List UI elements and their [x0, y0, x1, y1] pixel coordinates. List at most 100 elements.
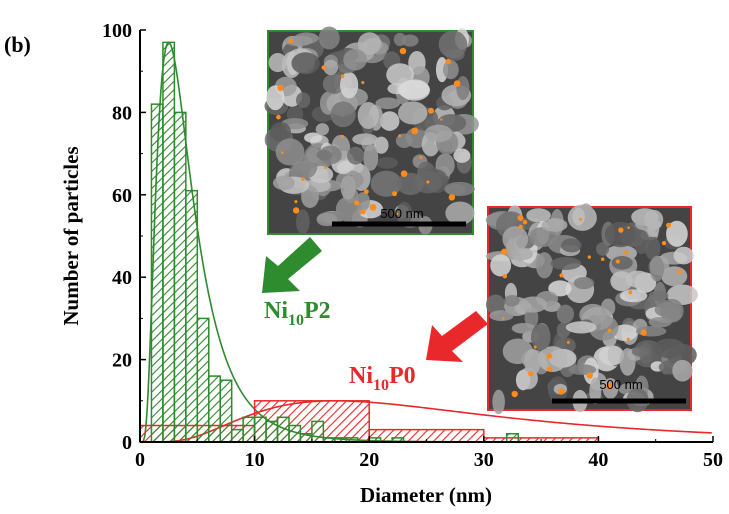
grain — [511, 247, 534, 261]
ni-particle — [340, 74, 345, 79]
grain — [548, 280, 572, 297]
grain — [291, 52, 320, 75]
ni-particle — [502, 273, 508, 279]
red-arrow-icon — [426, 311, 488, 362]
ni-particle — [522, 220, 528, 225]
ni-particle — [276, 114, 281, 120]
grain — [396, 172, 424, 196]
histogram-bar — [173, 111, 187, 443]
histogram-bar — [505, 433, 519, 443]
x-tick-label: 20 — [359, 449, 379, 471]
grain — [316, 149, 332, 161]
grain — [492, 389, 505, 415]
ni-particle — [501, 317, 505, 320]
grain — [374, 136, 389, 154]
y-tick-label: 40 — [112, 267, 132, 289]
grain — [672, 359, 693, 382]
ni-particle — [277, 84, 284, 92]
grain — [275, 138, 305, 166]
grain — [595, 242, 610, 256]
grain — [363, 144, 379, 171]
grain — [489, 310, 514, 322]
ni-particle — [640, 329, 647, 336]
grain — [397, 101, 428, 125]
grain — [529, 226, 557, 248]
grain — [272, 175, 295, 191]
grain — [612, 324, 638, 341]
grain — [565, 321, 597, 334]
ni-particle — [559, 273, 564, 278]
grain — [648, 316, 672, 328]
grain — [649, 255, 665, 282]
ni-particle — [546, 366, 553, 372]
grain — [304, 132, 323, 143]
ni-particle — [518, 224, 523, 229]
histogram-bar — [311, 420, 325, 443]
histogram-bar — [299, 433, 313, 443]
grain — [619, 289, 648, 303]
grain — [284, 35, 313, 47]
ni-particle — [301, 177, 305, 181]
grain — [572, 207, 585, 226]
grain — [295, 209, 310, 235]
ni-particle — [392, 191, 398, 197]
grain — [561, 238, 582, 253]
ni-particle — [360, 209, 366, 215]
ni-particle — [399, 47, 407, 55]
x-tick-label: 40 — [588, 449, 608, 471]
ni-particle — [292, 207, 300, 214]
ni-particle — [579, 217, 582, 221]
grain — [343, 48, 367, 71]
grain-texture — [485, 203, 698, 415]
grain — [485, 294, 506, 315]
grain — [648, 290, 669, 301]
grain — [604, 221, 637, 248]
grain — [541, 218, 568, 232]
grain — [530, 323, 551, 351]
grain — [393, 32, 407, 47]
grain — [375, 97, 401, 110]
grain — [589, 377, 602, 405]
ni-particle — [445, 58, 452, 65]
grain — [524, 348, 541, 375]
grain — [502, 226, 529, 252]
ni-particle — [558, 388, 565, 395]
grain — [445, 201, 475, 225]
ni-particle — [665, 222, 672, 228]
ni-particle — [288, 38, 294, 44]
grain — [306, 147, 322, 164]
scale-bar-label: 500 nm — [599, 377, 642, 392]
histogram-bar — [276, 416, 290, 443]
y-tick-label: 60 — [112, 185, 132, 207]
grain — [396, 201, 413, 226]
histogram-bar — [242, 416, 256, 443]
ni-particle — [546, 353, 553, 359]
x-tick-label: 10 — [245, 449, 265, 471]
ni-particle — [586, 372, 593, 379]
grain — [666, 220, 688, 247]
grain — [504, 295, 520, 307]
grain — [340, 175, 356, 200]
grain — [340, 71, 359, 99]
grain — [318, 26, 340, 50]
ni-particle — [280, 151, 284, 155]
ni-particle — [363, 189, 369, 195]
ni-particle — [615, 259, 620, 264]
grain — [511, 322, 536, 334]
y-ticks: 0 20 40 60 80 100 — [102, 20, 146, 454]
grain — [270, 121, 291, 142]
fit-curve — [142, 400, 712, 442]
y-tick-label: 20 — [112, 350, 132, 372]
x-tick-label: 30 — [474, 449, 494, 471]
grain — [376, 157, 398, 169]
scale-bar-label: 500 nm — [380, 206, 423, 221]
grain — [357, 32, 382, 55]
ni-particle — [428, 107, 434, 114]
x-tick-label: 0 — [135, 449, 145, 471]
grain — [370, 170, 402, 197]
grain — [573, 276, 595, 290]
series-label-ni10p0: Ni10P0 — [349, 363, 416, 394]
y-tick-label: 100 — [102, 20, 132, 42]
series-label-ni10p2: Ni10P2 — [264, 298, 331, 329]
